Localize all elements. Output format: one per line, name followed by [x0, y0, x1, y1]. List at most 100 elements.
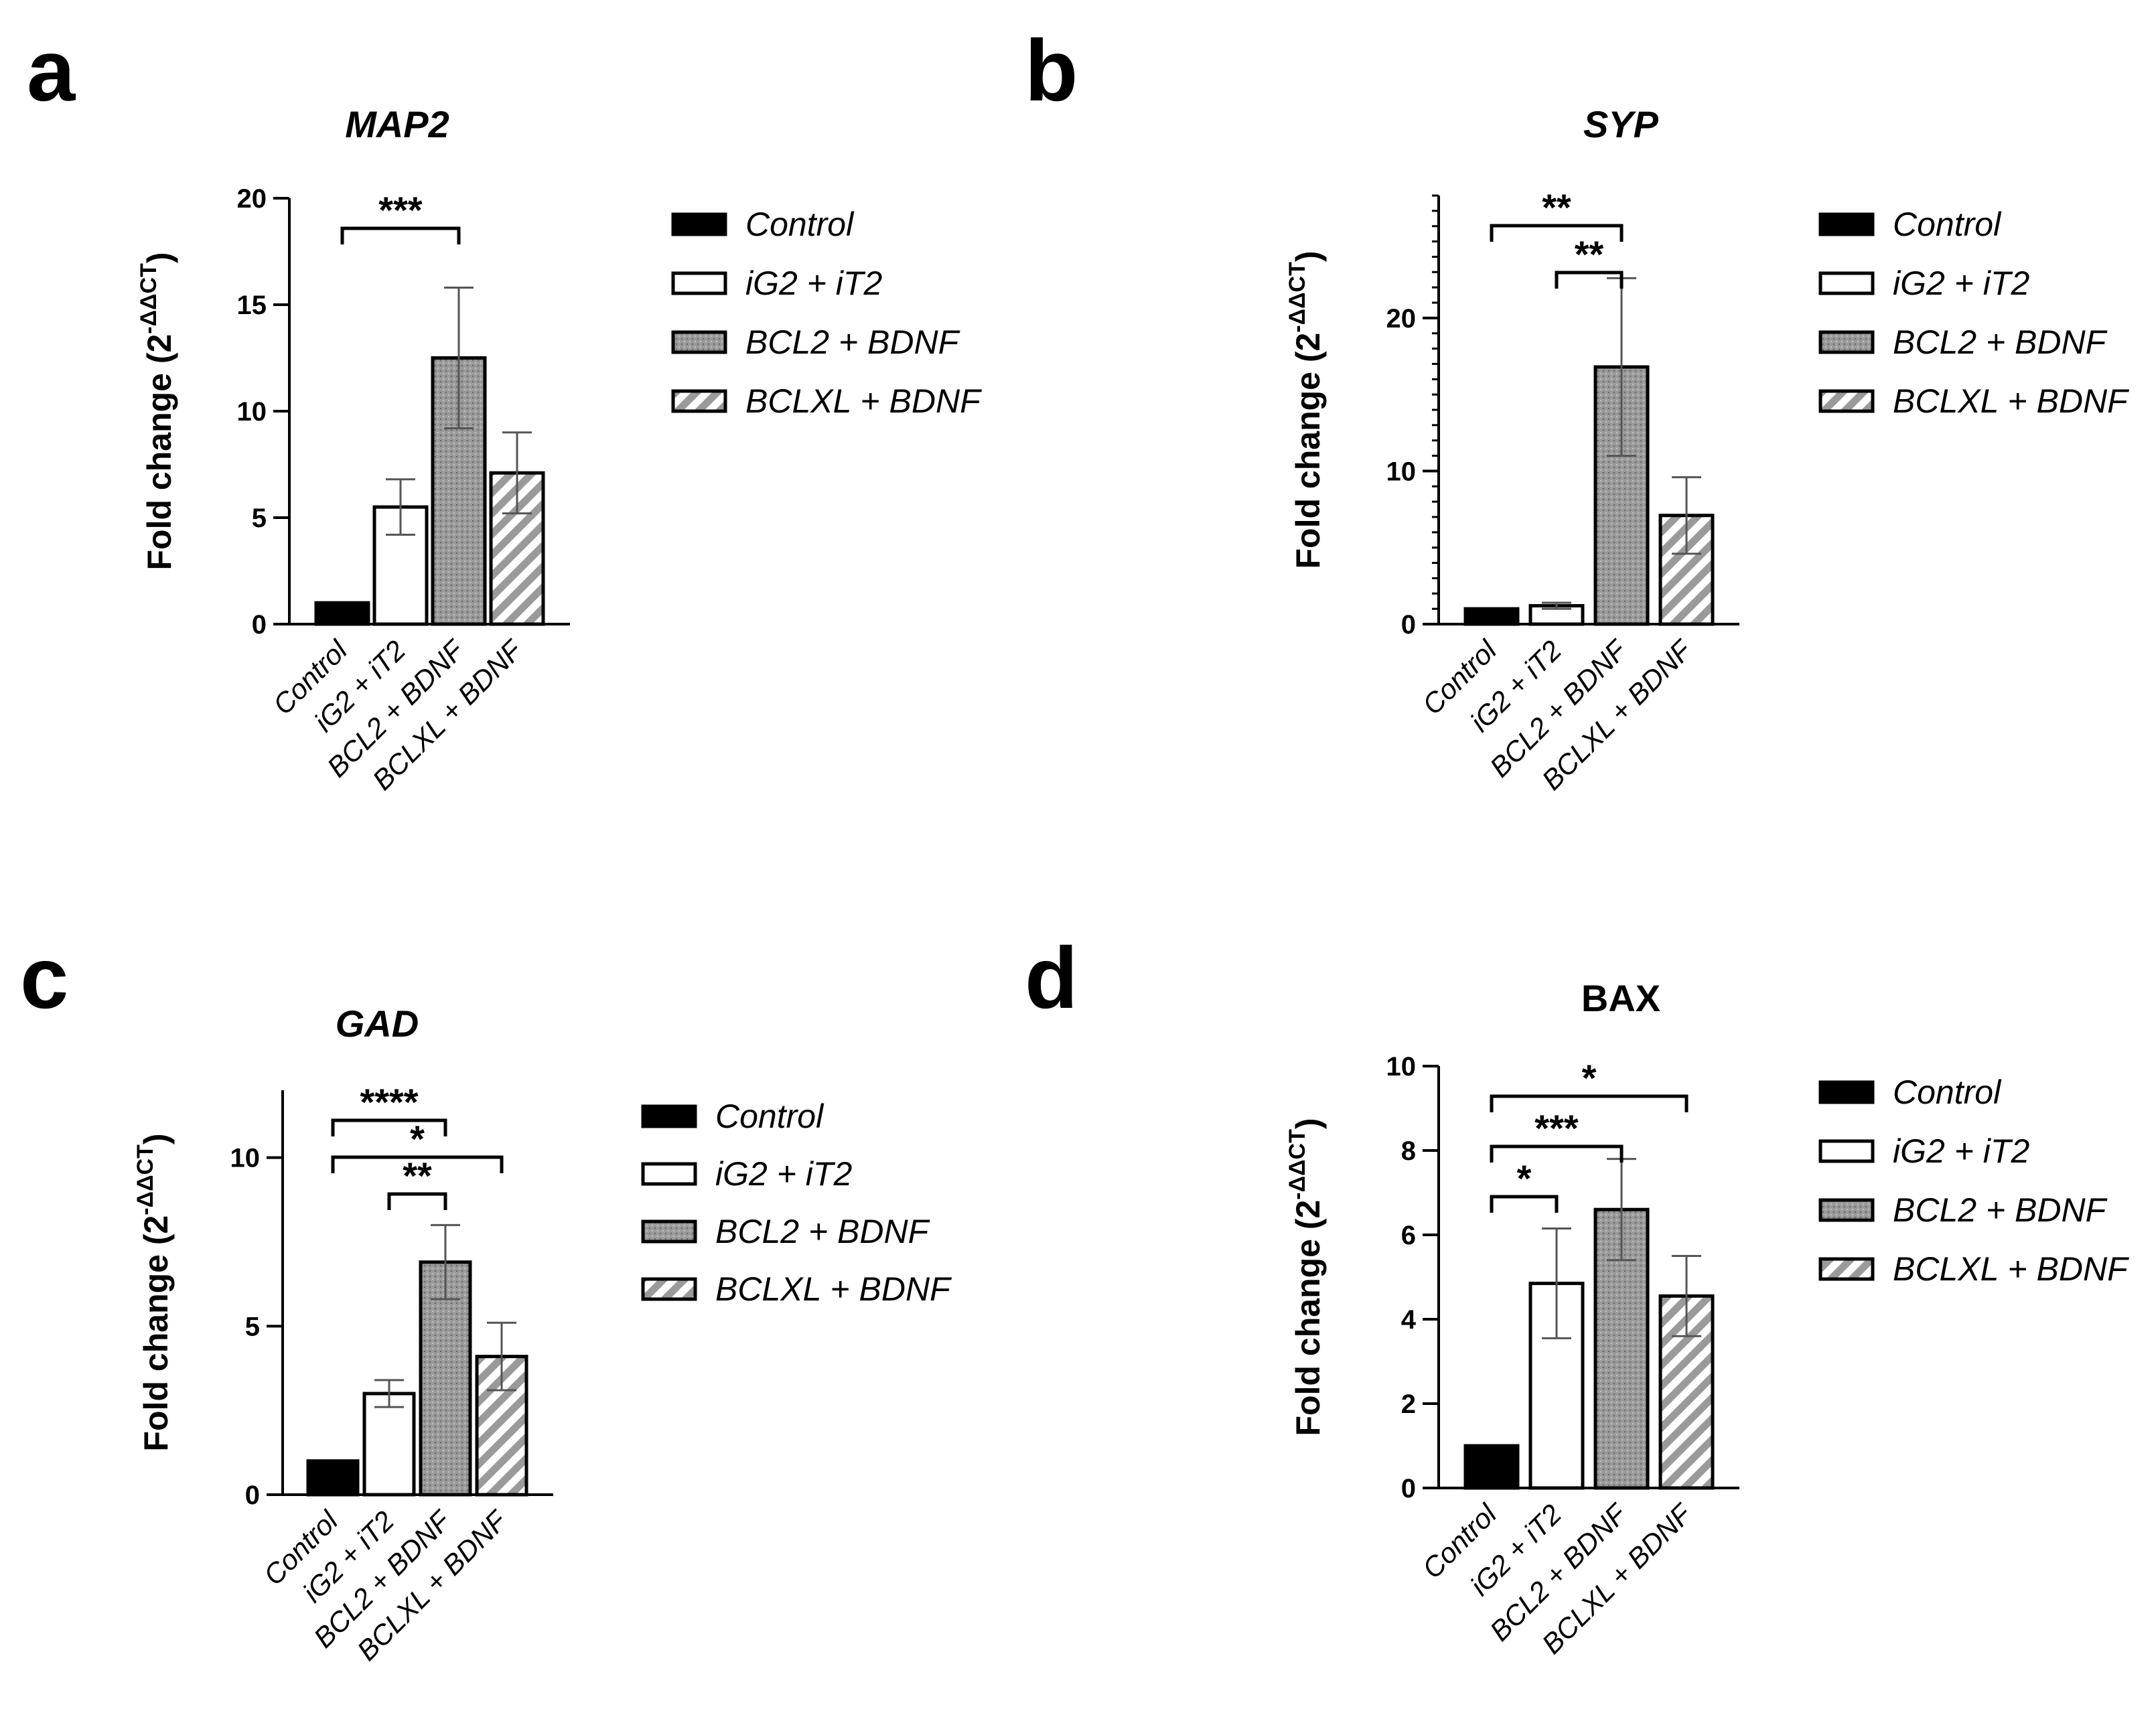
- legend-item: iG2 + iT2: [671, 265, 882, 302]
- y-tick-label: 6: [1401, 1221, 1416, 1250]
- panel-letter: a: [27, 21, 76, 119]
- panel-b: b SYP 0 10 20 Fold change (2-ΔΔCT) Control iG…: [1025, 21, 2129, 796]
- legend-item: BCL2 + BDNF: [671, 323, 960, 361]
- panel-letter: d: [1025, 929, 1078, 1027]
- y-tick-label: 0: [245, 1481, 260, 1510]
- bracket-line: [331, 1118, 447, 1136]
- legend-item: BCLXL + BDNF: [1818, 382, 2129, 420]
- bar: [314, 601, 370, 626]
- y-tick-label: 10: [1386, 1052, 1417, 1082]
- significance-bracket: *: [331, 1118, 504, 1173]
- y-tick-label: 10: [1386, 457, 1417, 486]
- significance-label: **: [1542, 186, 1571, 228]
- y-tick-label: 5: [245, 1312, 260, 1341]
- legend-label: BCL2 + BDNF: [1893, 323, 2108, 361]
- chart-title: GAD: [336, 1002, 419, 1045]
- bracket-line: [1490, 1144, 1624, 1163]
- bracket-line: [340, 226, 461, 244]
- y-tick-label: 2: [1401, 1390, 1416, 1419]
- legend: Control iG2 + iT2 BCL2 + BDNF BCLXL + BDNF: [641, 1098, 952, 1308]
- legend-label: Control: [1893, 206, 2002, 243]
- legend-swatch: [1818, 212, 1875, 236]
- panel-a: a MAP2 0 5 10 15 20 Fold change (2-ΔΔCT) Contr…: [27, 21, 982, 796]
- legend-item: Control: [671, 206, 855, 243]
- bar: [1463, 607, 1520, 626]
- significance-label: ***: [1534, 1107, 1579, 1149]
- legend-item: BCLXL + BDNF: [671, 382, 982, 420]
- significance-label: *: [1517, 1157, 1532, 1199]
- legend-swatch: [641, 1162, 697, 1186]
- bracket-line: [387, 1192, 447, 1210]
- legend-label: BCLXL + BDNF: [1893, 382, 2129, 420]
- significance-label: *: [410, 1118, 425, 1160]
- bracket-line: [331, 1155, 504, 1173]
- legend-swatch: [641, 1277, 697, 1301]
- chart-title: BAX: [1581, 977, 1660, 1019]
- legend-label: Control: [715, 1098, 824, 1135]
- bracket-line: [1490, 1195, 1559, 1213]
- significance-bracket: **: [1490, 186, 1624, 242]
- legend-item: Control: [641, 1098, 824, 1135]
- legend: Control iG2 + iT2 BCL2 + BDNF BCLXL + BDNF: [671, 206, 982, 420]
- significance-bracket: ***: [340, 189, 461, 244]
- legend-item: iG2 + iT2: [1818, 1132, 2029, 1170]
- bracket-line: [1490, 224, 1624, 242]
- legend-swatch: [671, 330, 727, 354]
- legend-swatch: [1818, 271, 1875, 295]
- y-tick-label: 0: [1401, 610, 1416, 640]
- legend-swatch: [1818, 330, 1875, 354]
- significance-label: **: [1575, 233, 1604, 275]
- panel-letter: b: [1025, 21, 1078, 119]
- legend-swatch: [1818, 389, 1875, 413]
- legend-label: iG2 + iT2: [1893, 265, 2029, 302]
- panel-d: d BAX 0 2 4 6 8 10 Fold change (2-ΔΔCT) Control…: [1025, 929, 2129, 1660]
- y-axis-label: Fold change (2-ΔΔCT): [133, 1134, 175, 1452]
- legend-label: Control: [745, 206, 855, 243]
- significance-bracket: ****: [331, 1081, 447, 1136]
- y-tick-label: 8: [1401, 1136, 1416, 1166]
- y-tick-label: 20: [1386, 304, 1417, 333]
- bar: [362, 1392, 416, 1497]
- legend: Control iG2 + iT2 BCL2 + BDNF BCLXL + BDNF: [1818, 206, 2129, 420]
- legend-item: BCL2 + BDNF: [1818, 323, 2108, 361]
- legend-item: BCL2 + BDNF: [1818, 1191, 2108, 1229]
- significance-bracket: *: [1490, 1157, 1559, 1213]
- legend-item: BCLXL + BDNF: [1818, 1250, 2129, 1288]
- legend-swatch: [1818, 1080, 1875, 1104]
- y-tick-label: 0: [1401, 1474, 1416, 1503]
- significance-bracket: **: [1555, 233, 1624, 289]
- legend-label: iG2 + iT2: [1893, 1132, 2029, 1170]
- bar: [306, 1459, 360, 1497]
- y-tick-label: 10: [237, 397, 267, 427]
- y-tick-label: 20: [237, 184, 267, 214]
- legend-label: BCL2 + BDNF: [1893, 1191, 2108, 1229]
- panel-letter: c: [20, 929, 68, 1027]
- significance-label: ***: [378, 189, 423, 231]
- significance-bracket: **: [387, 1155, 447, 1210]
- legend-item: iG2 + iT2: [1818, 265, 2029, 302]
- legend-swatch: [1818, 1139, 1875, 1163]
- significance-bracket: *: [1490, 1057, 1688, 1112]
- y-axis-label: Fold change (2-ΔΔCT): [136, 252, 178, 571]
- legend-item: Control: [1818, 1073, 2002, 1111]
- significance-label: *: [1582, 1057, 1597, 1099]
- y-tick-label: 0: [252, 610, 267, 640]
- y-tick-label: 10: [230, 1144, 261, 1173]
- legend-item: BCLXL + BDNF: [641, 1270, 952, 1308]
- legend-swatch: [641, 1104, 697, 1128]
- legend: Control iG2 + iT2 BCL2 + BDNF BCLXL + BDNF: [1818, 1073, 2129, 1288]
- legend-swatch: [671, 389, 727, 413]
- significance-label: ****: [360, 1081, 418, 1123]
- legend-label: iG2 + iT2: [745, 265, 882, 302]
- legend-label: BCLXL + BDNF: [715, 1270, 952, 1308]
- bar: [1463, 1444, 1520, 1490]
- legend-label: BCLXL + BDNF: [1893, 1250, 2129, 1288]
- legend-item: iG2 + iT2: [641, 1155, 852, 1193]
- bracket-line: [1490, 1094, 1688, 1112]
- legend-label: BCL2 + BDNF: [715, 1213, 930, 1250]
